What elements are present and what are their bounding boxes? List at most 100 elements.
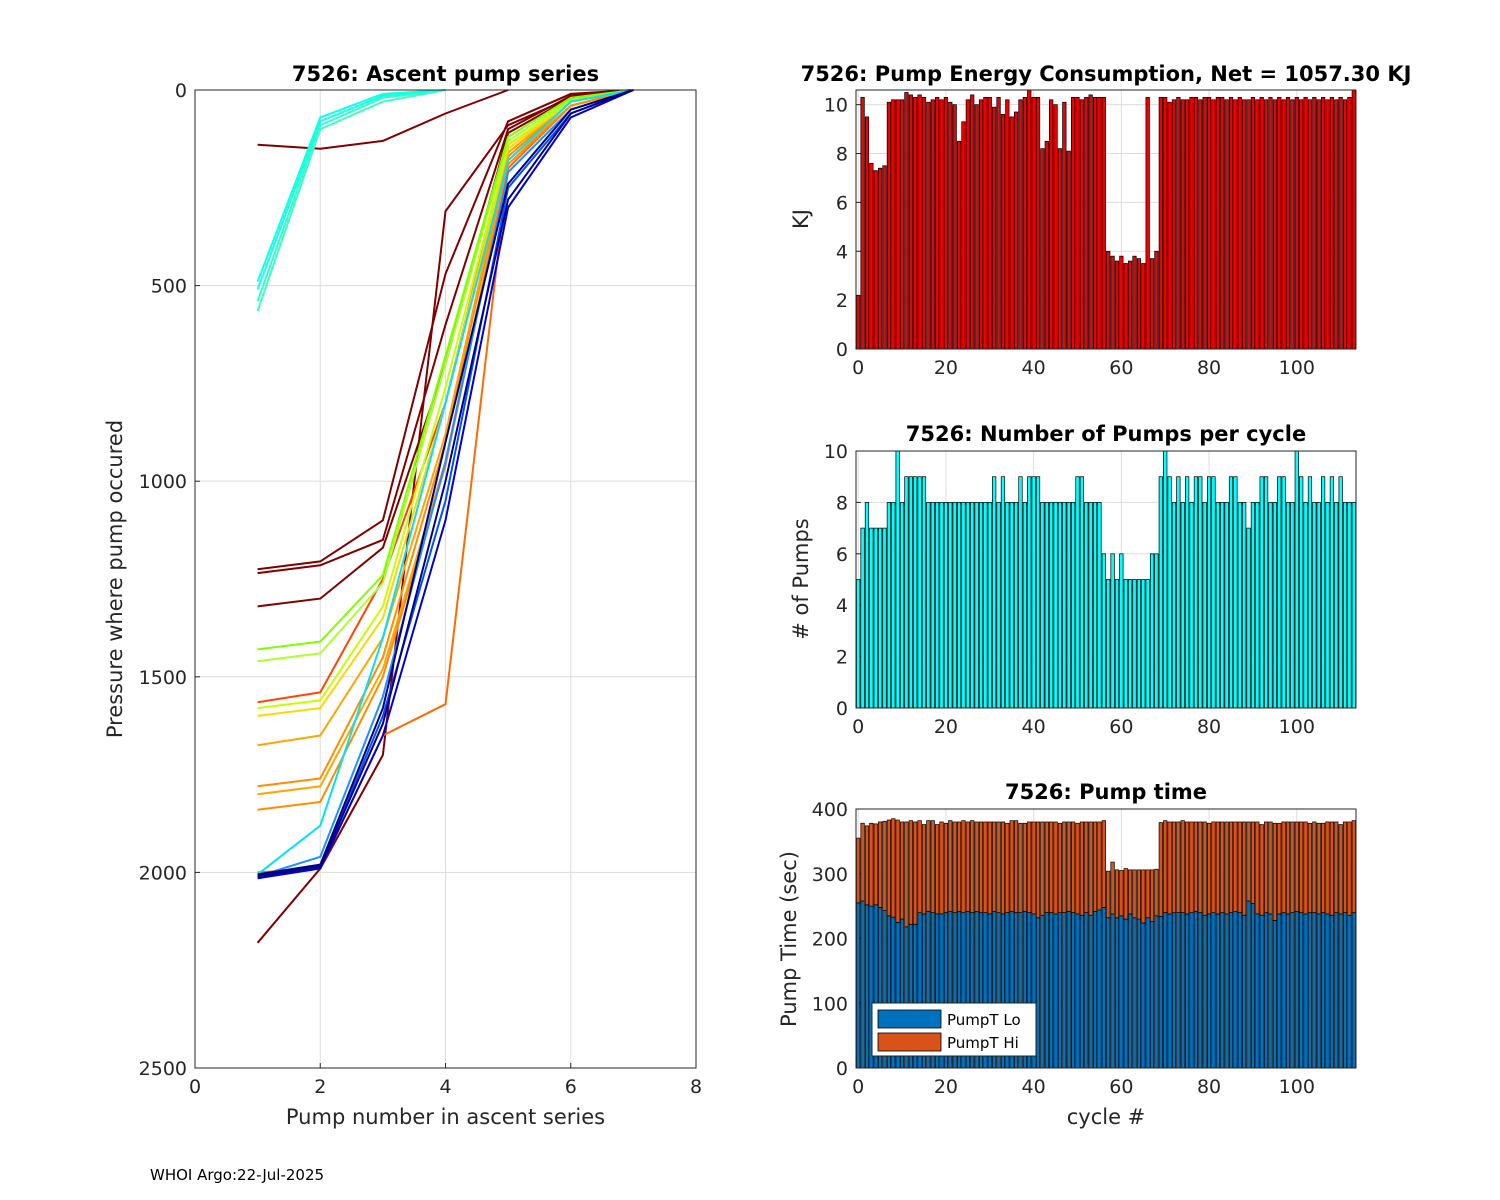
pumps-bar	[904, 476, 909, 709]
time-bar-hi	[1180, 820, 1185, 913]
energy-bar	[1224, 99, 1229, 350]
pumps-x-tick-label: 60	[1109, 716, 1133, 738]
time-bar-hi	[1215, 821, 1220, 915]
pumps-bar	[1158, 476, 1163, 709]
time-bar-lo	[1163, 912, 1168, 1069]
pumps-bar	[1237, 502, 1242, 709]
energy-bar	[1084, 96, 1089, 350]
pumps-bar	[1320, 476, 1326, 709]
pumps-x-tick-label: 20	[934, 716, 958, 738]
time-bar-hi	[904, 821, 909, 928]
ascent-y-tick-label: 2000	[139, 862, 187, 884]
time-bar-hi	[1303, 821, 1308, 915]
pumps-y-tick-label: 6	[836, 544, 848, 566]
energy-bar	[1206, 96, 1212, 350]
time-bar-hi	[1062, 821, 1067, 913]
pumps-y-label: # of Pumps	[789, 518, 813, 640]
time-bar-hi	[878, 821, 883, 908]
pumps-bar	[899, 502, 905, 709]
time-bar-hi	[987, 821, 992, 915]
energy-bar	[856, 294, 861, 350]
time-bar-hi	[1167, 821, 1172, 915]
ascent-series-line	[257, 89, 634, 575]
time-bar-hi	[1136, 869, 1142, 920]
time-bar-hi	[1202, 821, 1207, 916]
time-bar-hi	[1246, 821, 1251, 902]
energy-bar	[1220, 96, 1225, 350]
pumps-x-tick-labels: 0 20 40 60 80 100	[852, 716, 1315, 738]
time-bar-hi	[1351, 820, 1356, 913]
ascent-x-label: Pump number in ascent series	[286, 1105, 605, 1129]
time-bar-hi	[1097, 821, 1102, 911]
pumps-bar	[1224, 502, 1229, 709]
pumps-bar	[1062, 502, 1067, 709]
energy-bar	[860, 96, 865, 350]
time-bar-hi	[1128, 869, 1133, 915]
pumps-x-tick-label: 80	[1197, 716, 1221, 738]
time-bar-hi	[1040, 821, 1045, 916]
pumps-bar	[1031, 476, 1036, 709]
energy-bar	[1154, 250, 1159, 350]
energy-bar	[1325, 99, 1330, 350]
pumps-y-tick-label: 4	[836, 595, 848, 617]
time-bar-hi	[1066, 821, 1071, 912]
energy-bar	[1106, 250, 1111, 350]
energy-bar	[1009, 116, 1014, 350]
pumps-bar	[1176, 476, 1181, 709]
pumps-bar	[1329, 476, 1334, 709]
pumps-bar	[1005, 502, 1010, 709]
energy-y-label: KJ	[789, 209, 813, 229]
time-x-tick-label: 100	[1279, 1076, 1315, 1098]
pumps-bar	[965, 502, 970, 709]
time-bar-lo	[1290, 912, 1295, 1069]
energy-bar	[1110, 255, 1115, 350]
pumps-bar	[1066, 502, 1071, 709]
time-bar-hi	[1206, 822, 1212, 915]
time-bar-hi	[1075, 822, 1080, 915]
energy-y-tick-label: 2	[836, 290, 848, 312]
ascent-series-line	[257, 89, 634, 651]
time-bar-hi	[1193, 821, 1199, 912]
pumps-bar	[970, 502, 975, 709]
pumps-y-tick-label: 2	[836, 647, 848, 669]
pumps-bar	[1171, 502, 1177, 709]
energy-bar	[891, 99, 896, 350]
energy-bar	[1198, 99, 1203, 350]
pumps-bar	[869, 527, 874, 709]
time-bar-lo	[1220, 912, 1225, 1069]
energy-bar	[1237, 96, 1242, 350]
energy-bar	[1132, 255, 1137, 350]
energy-bar	[1285, 96, 1291, 350]
energy-bar	[1057, 148, 1063, 350]
energy-bar	[1185, 99, 1190, 350]
energy-bar	[1066, 150, 1071, 350]
time-bar-hi	[856, 837, 861, 904]
time-bar-lo	[864, 904, 870, 1069]
energy-bar	[895, 99, 900, 350]
energy-bar	[1022, 96, 1027, 350]
time-bar-hi	[1242, 821, 1247, 916]
pumps-bar	[974, 502, 979, 709]
time-bars	[856, 818, 1356, 1069]
pumps-bar	[1211, 476, 1216, 709]
time-bar-lo	[1285, 913, 1291, 1069]
time-bar-hi	[882, 820, 887, 912]
pumps-bar	[1027, 476, 1032, 709]
energy-bar	[978, 99, 984, 350]
time-bar-lo	[1101, 907, 1106, 1069]
time-bar-hi	[1114, 869, 1120, 919]
pumps-bar	[1198, 476, 1203, 709]
pumps-bar	[856, 579, 861, 709]
time-bar-hi	[1347, 821, 1352, 916]
pumps-bar	[1338, 476, 1343, 709]
pumps-bar	[1268, 502, 1273, 709]
pumps-bar	[1250, 502, 1256, 709]
energy-bar	[1347, 96, 1352, 350]
time-bar-lo	[1110, 913, 1115, 1069]
ascent-x-tick-label: 0	[189, 1076, 201, 1098]
ascent-series-line	[257, 89, 634, 663]
time-title: 7526: Pump time	[1005, 780, 1207, 804]
energy-y-tick-labels: 0 2 4 6 8 10	[824, 95, 848, 361]
energy-bar	[1145, 96, 1150, 350]
time-bar-hi	[1070, 821, 1076, 913]
